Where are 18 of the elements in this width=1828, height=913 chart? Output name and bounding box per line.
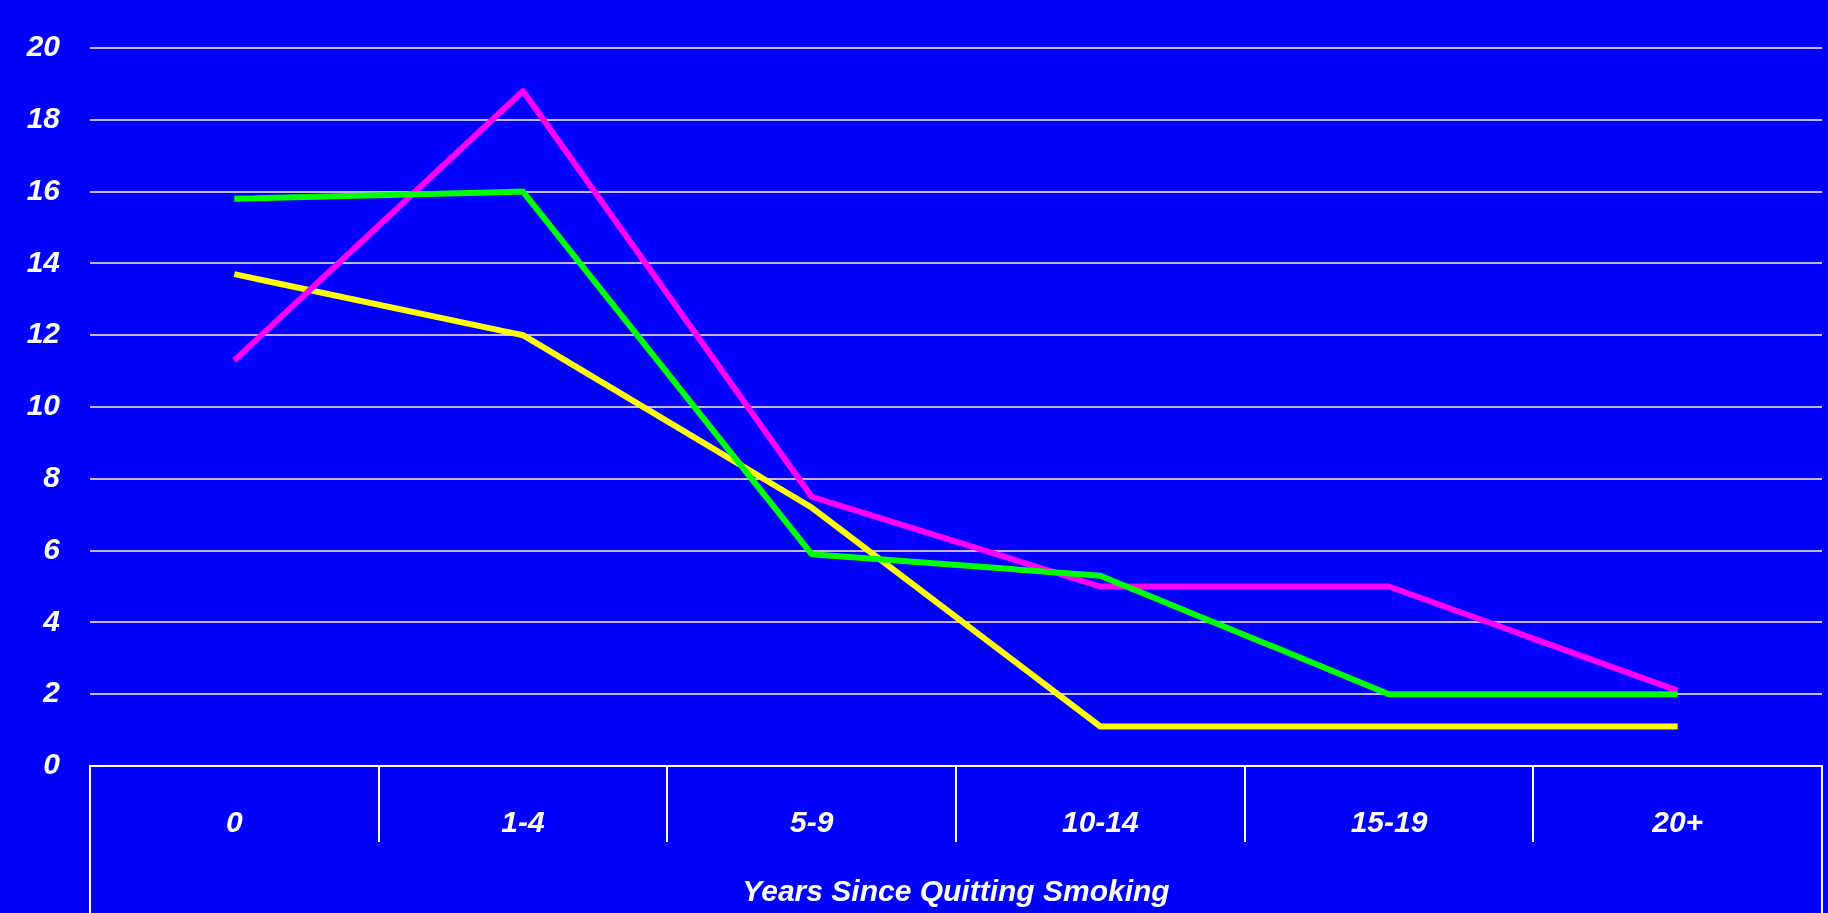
y-tick-label: 10 (26, 388, 61, 422)
x-axis-title: Years Since Quitting Smoking (742, 874, 1170, 908)
y-tick-label: 16 (26, 172, 61, 206)
x-tick-label: 0 (225, 805, 243, 839)
x-tick-label: 15-19 (1350, 805, 1428, 839)
x-tick-label: 10-14 (1061, 805, 1140, 839)
y-tick-label: 6 (43, 531, 61, 565)
y-tick-label: 2 (42, 675, 61, 709)
x-tick-label: 1-4 (501, 805, 545, 839)
y-tick-label: 12 (26, 316, 61, 350)
y-tick-label: 0 (43, 747, 61, 781)
y-tick-label: 18 (26, 101, 61, 135)
y-tick-label: 4 (42, 603, 61, 637)
y-tick-label: 20 (25, 29, 61, 63)
x-tick-label: 5-9 (789, 805, 834, 839)
x-tick-label: 20+ (1651, 805, 1704, 839)
y-tick-label: 14 (26, 244, 61, 278)
y-tick-label: 8 (43, 460, 61, 494)
